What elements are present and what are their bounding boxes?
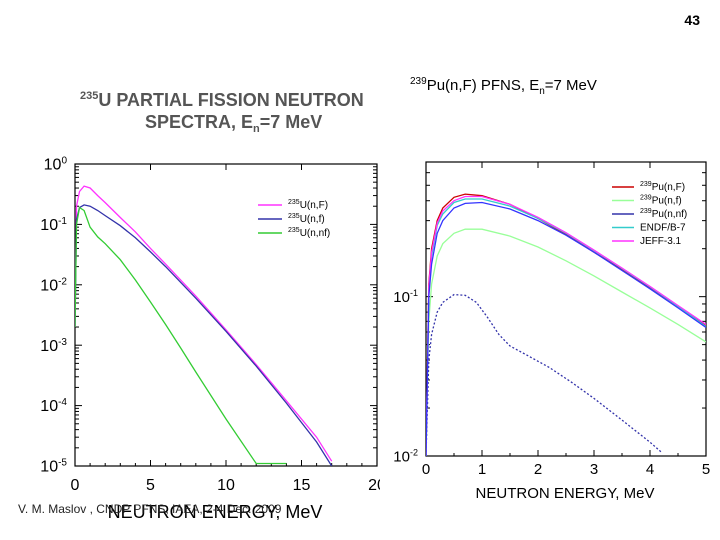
series-line-5 (426, 201, 706, 456)
series-line-0 (75, 185, 333, 462)
x-tick-label: 5 (702, 461, 710, 478)
left-chart-title-2: SPECTRA, En=7 MeV (145, 112, 322, 135)
series-line-2 (426, 293, 662, 456)
left-title-sup: 235 (80, 90, 98, 102)
y-tick-label: 10-1 (40, 216, 67, 234)
right-title-tail: =7 MeV (545, 77, 597, 94)
legend-entry: 235U(n,f) (288, 213, 325, 225)
left-x-axis-label: NEUTRON ENERGY, MeV (108, 502, 323, 520)
legend-entry: 239Pu(n,nf) (640, 208, 687, 220)
y-tick-label: 10-3 (40, 337, 67, 355)
u235-partial-spectra-chart: 235U PARTIAL FISSION NEUTRON SPECTRA, En… (40, 90, 380, 520)
y-tick-label: 10-5 (40, 458, 67, 476)
y-tick-label: 10-1 (393, 288, 418, 306)
right-title-main: Pu(n,F) PFNS, E (427, 77, 540, 94)
legend-entry: ENDF/B-7 (640, 223, 686, 234)
x-tick-label: 20 (368, 477, 380, 494)
series-line-1 (75, 204, 333, 466)
series-line-2 (75, 206, 287, 465)
legend-entry: JEFF-3.1 (640, 236, 682, 247)
y-tick-label: 10-4 (40, 397, 67, 415)
x-tick-label: 3 (590, 461, 598, 478)
x-tick-label: 15 (293, 477, 311, 494)
x-tick-label: 2 (534, 461, 542, 478)
x-tick-label: 5 (146, 477, 155, 494)
series-line-4 (426, 195, 706, 456)
x-tick-label: 4 (646, 461, 654, 478)
right-title-sub: n (539, 86, 545, 97)
left-title-line2: SPECTRA, E (145, 112, 253, 132)
legend-entry: 235U(n,nf) (288, 227, 330, 239)
left-title-tail: =7 MeV (260, 112, 323, 132)
page-number: 43 (684, 12, 700, 28)
footer-citation: V. M. Maslov , CNDP PFNS, IAEA, 2-4 Dec.… (18, 502, 282, 516)
y-tick-label: 10-2 (393, 447, 418, 465)
left-title-line1: U PARTIAL FISSION NEUTRON (98, 90, 363, 110)
legend-entry: 239Pu(n,F) (640, 181, 685, 193)
right-title-sup: 239 (410, 76, 427, 87)
right-x-axis-label: NEUTRON ENERGY, MeV (476, 485, 655, 502)
y-tick-label: 10-2 (40, 276, 67, 294)
x-tick-label: 10 (217, 477, 235, 494)
legend-entry: 235U(n,F) (288, 199, 328, 211)
left-title-sub: n (253, 123, 260, 135)
x-tick-label: 0 (71, 477, 80, 494)
legend-entry: 239Pu(n,f) (640, 195, 682, 207)
pu239-pfns-chart: 239Pu(n,F) PFNS, En=7 MeV 0 1 2 3 4 5 10-1 10-2… (393, 76, 710, 502)
x-tick-label: 0 (422, 461, 430, 478)
series-line-1 (426, 228, 706, 456)
left-chart-title: 235U PARTIAL FISSION NEUTRON (80, 90, 364, 110)
plot-frame (74, 163, 378, 467)
y-tick-label: 100 (44, 156, 68, 174)
right-chart-title: 239Pu(n,F) PFNS, En=7 MeV (410, 76, 597, 97)
x-tick-label: 1 (478, 461, 486, 478)
